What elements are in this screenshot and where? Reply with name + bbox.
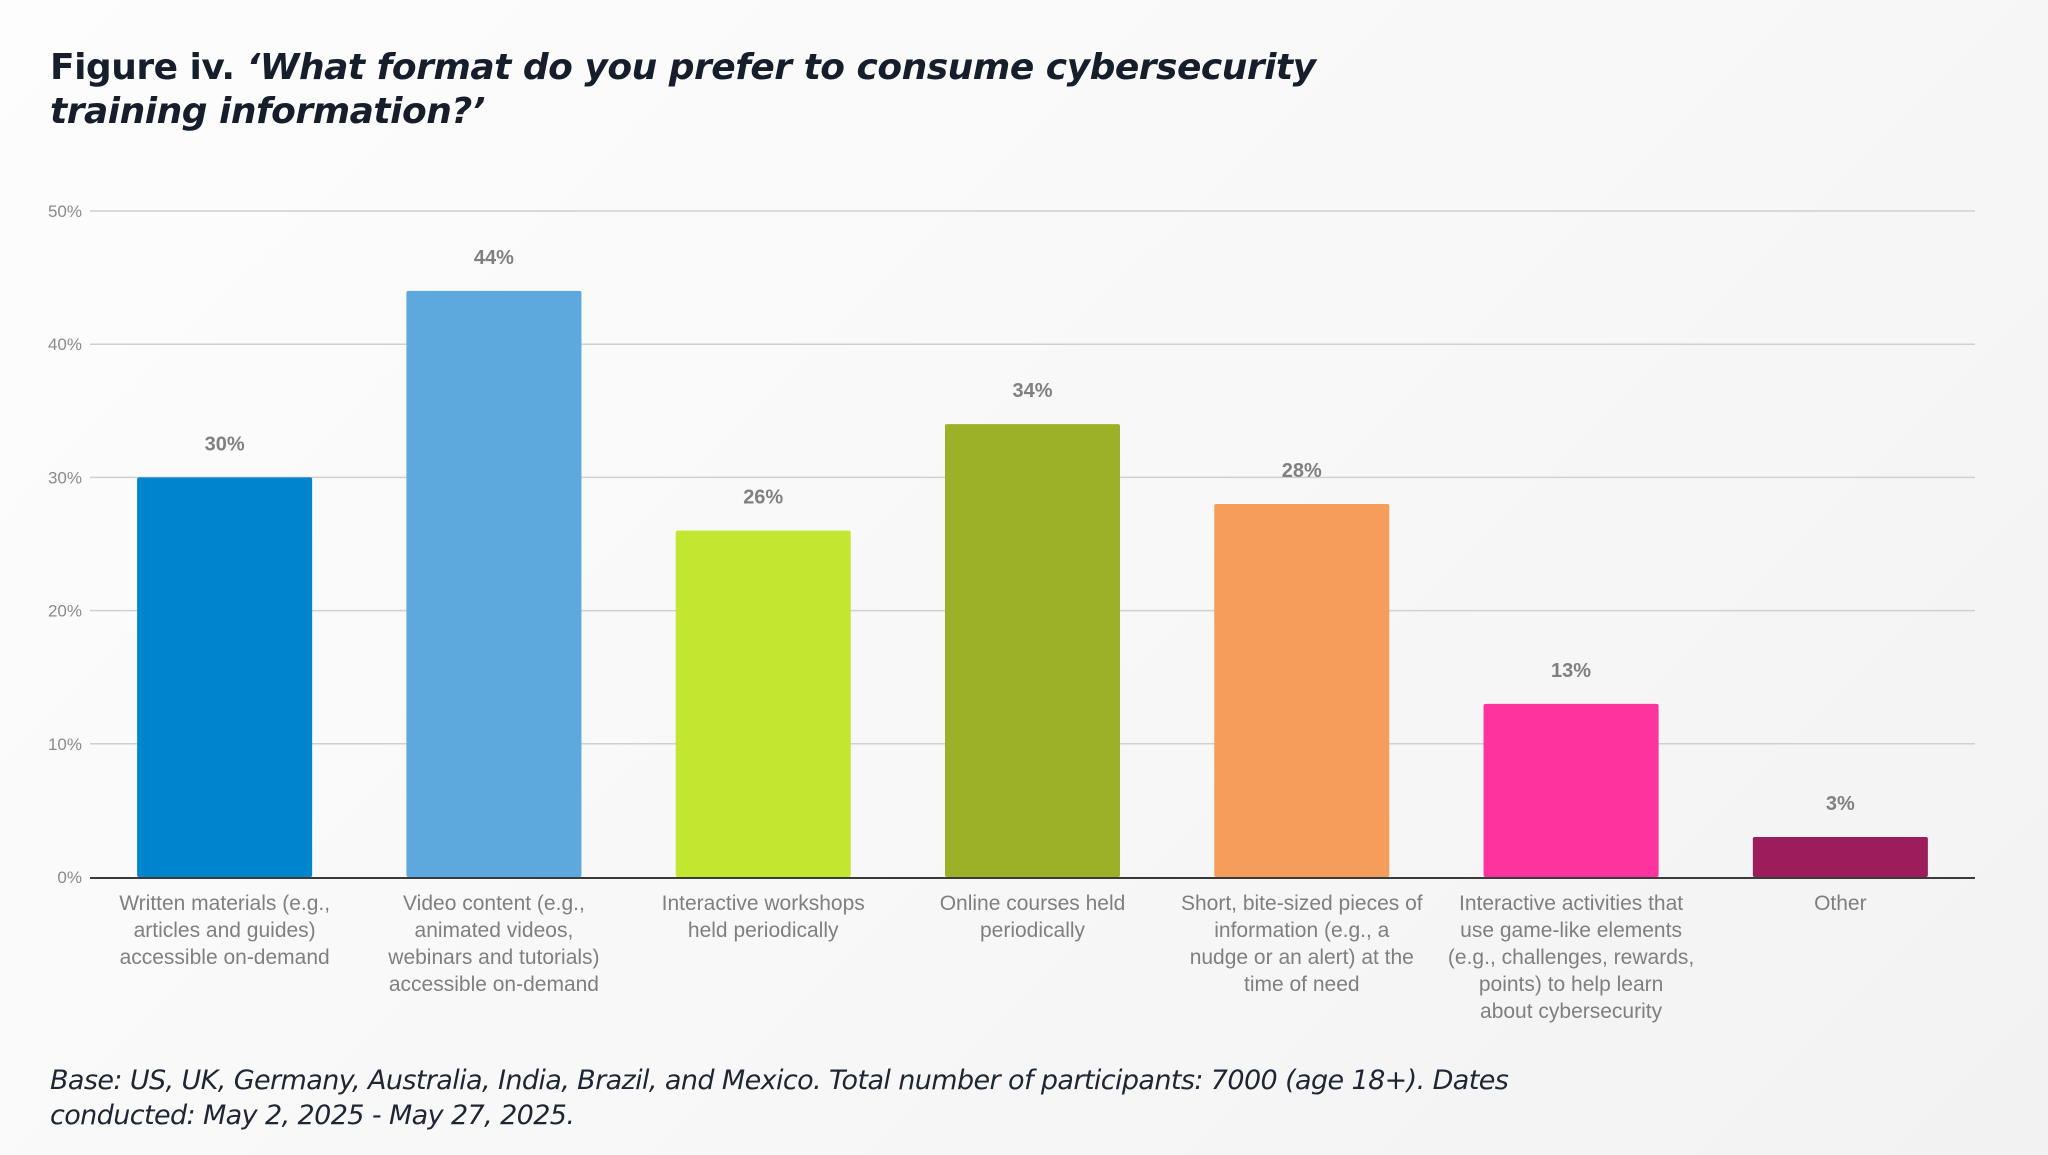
x-tick-label: Interactive activities that use game-like… xyxy=(1448,892,1694,1023)
x-tick-label: Online courses held periodically xyxy=(940,892,1126,942)
bar xyxy=(1214,504,1390,877)
y-tick-label: 20% xyxy=(48,602,82,621)
data-label: 26% xyxy=(743,487,783,509)
data-label: 30% xyxy=(205,433,245,455)
x-tick-label: Video content (e.g., animated videos, webi… xyxy=(387,892,599,996)
bar xyxy=(944,424,1121,877)
bar xyxy=(137,477,313,877)
x-tick-label: Interactive workshops held periodically xyxy=(662,892,865,942)
x-axis-labels: Written materials (e.g., articles and gui… xyxy=(119,892,1866,1023)
bar xyxy=(406,290,582,877)
y-axis-ticks: 0% 10% 20% 30% 40% 50% xyxy=(48,202,82,887)
data-label: 34% xyxy=(1012,380,1052,402)
data-label: 3% xyxy=(1826,793,1855,815)
x-tick-label: Other xyxy=(1814,892,1867,915)
y-tick-label: 40% xyxy=(48,335,82,354)
y-tick-label: 10% xyxy=(48,735,82,754)
y-tick-label: 50% xyxy=(48,202,82,221)
bar xyxy=(675,530,851,877)
y-tick-label: 0% xyxy=(57,868,82,887)
y-tick-label: 30% xyxy=(48,468,82,487)
figure-label: Figure iv. xyxy=(50,47,247,88)
footnote: Base: US, UK, Germany, Australia, India,… xyxy=(50,1065,1509,1131)
gridlines xyxy=(90,210,1975,745)
survey-question: ‘What format do you prefer to consume cy… xyxy=(50,47,1316,132)
data-label: 44% xyxy=(474,247,514,269)
data-label: 13% xyxy=(1551,660,1591,682)
bar xyxy=(1483,703,1659,877)
bars xyxy=(137,290,1928,877)
chart-title: Figure iv. ‘What format do you prefer to… xyxy=(50,46,1450,134)
bar xyxy=(1752,837,1928,877)
data-label: 28% xyxy=(1282,460,1322,482)
value-labels: 30% 44% 26% 34% 28% 13% 3% xyxy=(205,247,1855,815)
x-tick-label: Written materials (e.g., articles and gui… xyxy=(119,892,330,969)
x-tick-label: Short, bite-sized pieces of information (… xyxy=(1181,892,1423,996)
